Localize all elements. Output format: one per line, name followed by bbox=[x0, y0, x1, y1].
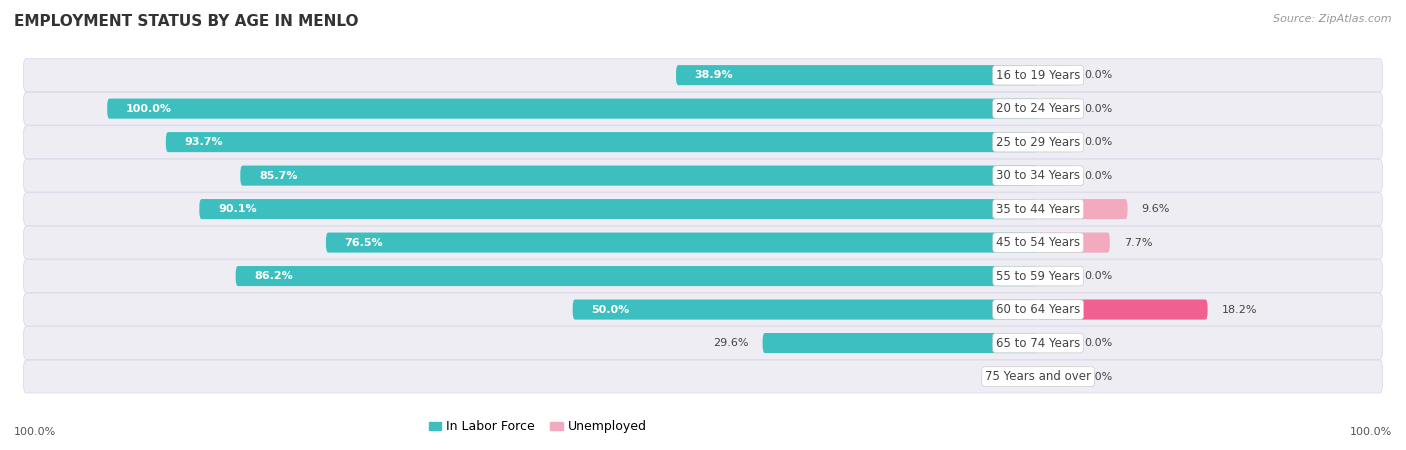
FancyBboxPatch shape bbox=[200, 199, 1038, 219]
Text: 35 to 44 Years: 35 to 44 Years bbox=[995, 202, 1080, 216]
FancyBboxPatch shape bbox=[240, 166, 1038, 186]
Text: 0.0%: 0.0% bbox=[1084, 171, 1114, 180]
FancyBboxPatch shape bbox=[166, 132, 1038, 152]
Text: 16 to 19 Years: 16 to 19 Years bbox=[995, 69, 1080, 81]
Text: 86.2%: 86.2% bbox=[254, 271, 292, 281]
FancyBboxPatch shape bbox=[762, 333, 1038, 353]
FancyBboxPatch shape bbox=[236, 266, 1038, 286]
Text: 0.0%: 0.0% bbox=[1084, 70, 1114, 80]
FancyBboxPatch shape bbox=[1038, 166, 1071, 186]
FancyBboxPatch shape bbox=[24, 226, 1382, 259]
Text: 29.6%: 29.6% bbox=[713, 338, 748, 348]
FancyBboxPatch shape bbox=[24, 293, 1382, 326]
FancyBboxPatch shape bbox=[24, 126, 1382, 158]
Text: 0.0%: 0.0% bbox=[991, 372, 1019, 382]
FancyBboxPatch shape bbox=[1038, 199, 1128, 219]
Text: 85.7%: 85.7% bbox=[259, 171, 298, 180]
FancyBboxPatch shape bbox=[1038, 366, 1071, 387]
FancyBboxPatch shape bbox=[1038, 99, 1071, 119]
Text: 0.0%: 0.0% bbox=[1084, 372, 1114, 382]
FancyBboxPatch shape bbox=[676, 65, 1038, 85]
FancyBboxPatch shape bbox=[24, 92, 1382, 125]
FancyBboxPatch shape bbox=[326, 233, 1038, 252]
Legend: In Labor Force, Unemployed: In Labor Force, Unemployed bbox=[423, 415, 651, 438]
Text: 75 Years and over: 75 Years and over bbox=[986, 370, 1091, 383]
Text: 65 to 74 Years: 65 to 74 Years bbox=[995, 337, 1080, 350]
FancyBboxPatch shape bbox=[1038, 266, 1071, 286]
FancyBboxPatch shape bbox=[24, 193, 1382, 225]
Text: 50.0%: 50.0% bbox=[592, 305, 630, 315]
FancyBboxPatch shape bbox=[24, 159, 1382, 192]
Text: 9.6%: 9.6% bbox=[1142, 204, 1170, 214]
Text: EMPLOYMENT STATUS BY AGE IN MENLO: EMPLOYMENT STATUS BY AGE IN MENLO bbox=[14, 14, 359, 28]
Text: 100.0%: 100.0% bbox=[14, 427, 56, 437]
FancyBboxPatch shape bbox=[24, 360, 1382, 393]
Text: 0.0%: 0.0% bbox=[1084, 104, 1114, 114]
Text: 0.0%: 0.0% bbox=[1084, 137, 1114, 147]
FancyBboxPatch shape bbox=[1038, 132, 1071, 152]
FancyBboxPatch shape bbox=[1038, 300, 1208, 319]
FancyBboxPatch shape bbox=[24, 260, 1382, 292]
Text: 100.0%: 100.0% bbox=[1350, 427, 1392, 437]
Text: 30 to 34 Years: 30 to 34 Years bbox=[997, 169, 1080, 182]
Text: 0.0%: 0.0% bbox=[1084, 271, 1114, 281]
FancyBboxPatch shape bbox=[1038, 233, 1109, 252]
Text: 76.5%: 76.5% bbox=[344, 238, 384, 248]
Text: 7.7%: 7.7% bbox=[1123, 238, 1153, 248]
Text: 100.0%: 100.0% bbox=[125, 104, 172, 114]
Text: 38.9%: 38.9% bbox=[695, 70, 734, 80]
FancyBboxPatch shape bbox=[24, 327, 1382, 360]
Text: 18.2%: 18.2% bbox=[1222, 305, 1257, 315]
FancyBboxPatch shape bbox=[1038, 333, 1071, 353]
FancyBboxPatch shape bbox=[572, 300, 1038, 319]
Text: 55 to 59 Years: 55 to 59 Years bbox=[997, 270, 1080, 283]
FancyBboxPatch shape bbox=[1038, 65, 1071, 85]
Text: 90.1%: 90.1% bbox=[218, 204, 256, 214]
Text: 93.7%: 93.7% bbox=[184, 137, 224, 147]
Text: 60 to 64 Years: 60 to 64 Years bbox=[995, 303, 1080, 316]
Text: Source: ZipAtlas.com: Source: ZipAtlas.com bbox=[1274, 14, 1392, 23]
Text: 25 to 29 Years: 25 to 29 Years bbox=[995, 135, 1080, 148]
FancyBboxPatch shape bbox=[107, 99, 1038, 119]
FancyBboxPatch shape bbox=[24, 59, 1382, 91]
Text: 20 to 24 Years: 20 to 24 Years bbox=[995, 102, 1080, 115]
Text: 0.0%: 0.0% bbox=[1084, 338, 1114, 348]
Text: 45 to 54 Years: 45 to 54 Years bbox=[995, 236, 1080, 249]
